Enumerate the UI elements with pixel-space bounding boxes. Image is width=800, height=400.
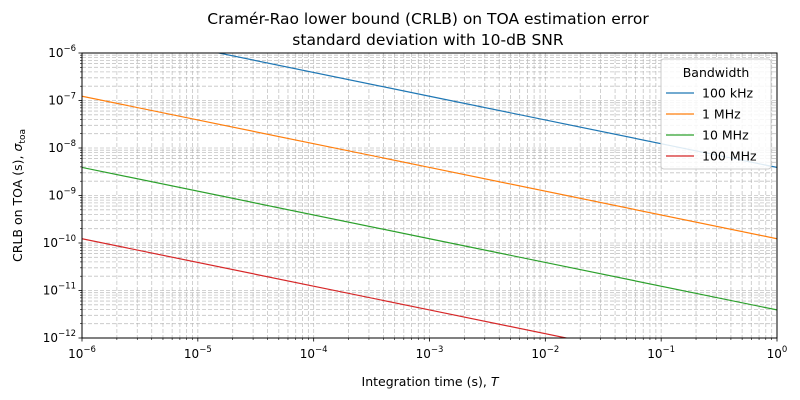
- y-tick-label: 10−12: [43, 329, 76, 345]
- x-axis-label: Integration time (s), T: [362, 374, 500, 389]
- x-tick-label: 10−3: [416, 345, 444, 361]
- y-tick-label: 10−9: [48, 187, 76, 203]
- y-tick-label: 10−7: [48, 92, 76, 108]
- legend-box: [660, 58, 772, 170]
- x-tick-label: 10−4: [300, 345, 328, 361]
- legend-label: 100 kHz: [702, 86, 753, 101]
- x-tick-label: 10−1: [647, 345, 675, 361]
- legend-label: 100 MHz: [702, 149, 757, 164]
- x-tick-label: 10−2: [531, 345, 559, 361]
- y-axis-label-text: CRLB on TOA (s),: [10, 152, 25, 262]
- y-tick-label: 10−11: [43, 282, 76, 298]
- y-ticks: 10−12 10−11 10−10 10−9 10−8 10−7 10−6: [43, 44, 82, 345]
- legend-label: 1 MHz: [702, 107, 741, 122]
- chart-title-line-2: standard deviation with 10-dB SNR: [292, 31, 564, 49]
- y-axis-label: CRLB on TOA (s), σtoa: [10, 129, 28, 262]
- y-axis-label-symbol: σ: [10, 143, 25, 152]
- x-tick-label: 100: [767, 345, 788, 361]
- x-axis-label-text: Integration time (s),: [362, 374, 491, 389]
- series-line-1-mhz: [82, 95, 777, 240]
- x-tick-label: 10−6: [68, 345, 96, 361]
- legend: Bandwidth 100 kHz 1 MHz 10 MHz 100 MHz: [660, 58, 772, 170]
- chart-title-line-1: Cramér-Rao lower bound (CRLB) on TOA est…: [207, 10, 649, 28]
- x-ticks: 10−6 10−5 10−4 10−3 10−2 10−1 100: [68, 338, 787, 361]
- y-tick-label: 10−8: [48, 139, 76, 155]
- series-line-10-mhz: [82, 166, 777, 311]
- x-axis-label-symbol: T: [491, 374, 500, 389]
- x-tick-label: 10−5: [184, 345, 212, 361]
- legend-title: Bandwidth: [683, 65, 750, 80]
- y-axis-label-subscript: toa: [18, 129, 28, 144]
- series-line-100-mhz: [82, 238, 570, 338]
- y-tick-label: 10−6: [48, 44, 76, 60]
- legend-label: 10 MHz: [702, 128, 749, 143]
- y-tick-label: 10−10: [43, 234, 76, 250]
- legend-items: 100 kHz 1 MHz 10 MHz 100 MHz: [666, 86, 757, 164]
